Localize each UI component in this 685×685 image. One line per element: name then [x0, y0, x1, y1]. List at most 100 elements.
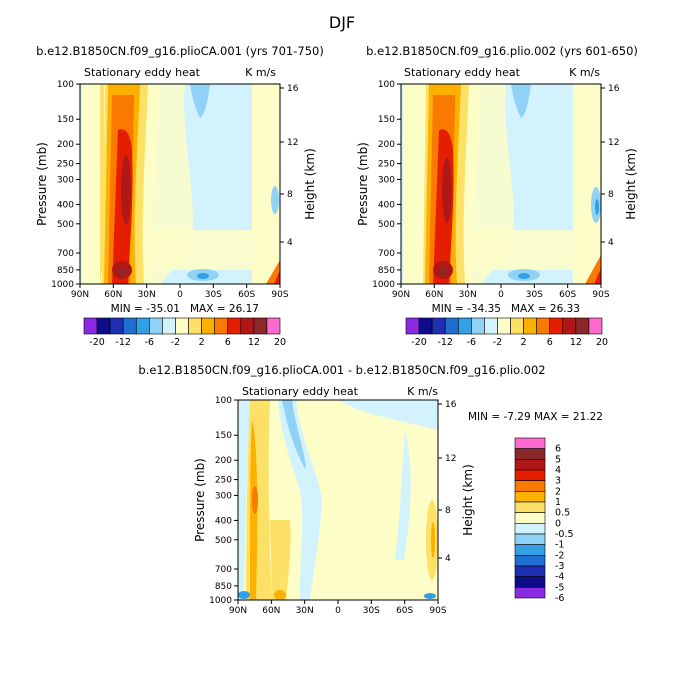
right-tick-label: 8 — [608, 190, 614, 200]
x-tick-label: 30N — [459, 290, 477, 300]
colorbar-label: 2 — [555, 486, 561, 497]
colorbar-swatch — [188, 317, 202, 335]
colorbar-swatch — [83, 317, 98, 335]
colorbar-label: -2 — [171, 337, 180, 348]
colorbar-label: 6 — [225, 337, 231, 348]
colorbar-swatch — [514, 565, 546, 577]
field-plot — [400, 83, 602, 285]
contour-fill — [118, 268, 126, 276]
x-tick-label: 90S — [271, 290, 288, 300]
contour-fill — [594, 268, 601, 284]
colorbar-swatch — [418, 317, 433, 335]
contour-fill — [340, 400, 438, 430]
panel-subtitle: Stationary eddy heat — [242, 385, 359, 398]
y-tick-label: 700 — [215, 565, 232, 575]
colorbar-swatch — [471, 317, 485, 335]
x-tick-label: 60S — [238, 290, 255, 300]
x-tick-label: 60N — [104, 290, 122, 300]
y-tick-label: 200 — [57, 140, 74, 150]
colorbar-label: 5 — [555, 454, 561, 465]
colorbar-label: 0.5 — [555, 508, 570, 519]
y-tick-label: 200 — [215, 456, 232, 466]
right-tick-label: 4 — [608, 238, 614, 248]
y-tick-label: 500 — [57, 220, 74, 230]
y-tick-label: 1000 — [51, 280, 74, 290]
colorbar-swatch — [266, 317, 281, 335]
y-tick-label: 100 — [378, 80, 395, 90]
x-tick-label: 30N — [138, 290, 156, 300]
contour-fill — [439, 268, 447, 276]
y-axis-title: Pressure (mb) — [193, 458, 207, 542]
colorbar-swatch — [536, 317, 551, 335]
max-label: MAX = 26.33 — [511, 303, 580, 315]
colorbar-swatch — [405, 317, 420, 335]
x-tick-label: 90S — [429, 606, 446, 616]
contour-fill — [395, 430, 411, 560]
panel-difference: b.e12.B1850CN.f09_g16.plioCA.001 - b.e12… — [138, 363, 603, 601]
x-tick-label: 90N — [229, 606, 247, 616]
contour-fill — [274, 270, 280, 284]
y-tick-label: 100 — [57, 80, 74, 90]
field-plot — [79, 83, 281, 285]
max-label: MAX = 26.17 — [190, 303, 259, 315]
right-tick-label: 8 — [287, 190, 293, 200]
colorbar-swatch — [149, 317, 163, 335]
colorbar-label: -2 — [555, 550, 564, 561]
panel-title: b.e12.B1850CN.f09_g16.plioCA.001 (yrs 70… — [36, 44, 324, 58]
right-tick-label: 16 — [287, 84, 299, 94]
y-tick-label: 300 — [378, 175, 395, 185]
colorbar-swatch — [514, 587, 546, 599]
contour-fill — [270, 520, 291, 600]
x-tick-label: 30S — [526, 290, 543, 300]
right-axis-title: Height (km) — [461, 464, 475, 535]
colorbar-label: 2 — [521, 337, 527, 348]
colorbar-label: 12 — [248, 337, 260, 348]
x-tick-label: 60N — [425, 290, 443, 300]
right-tick-label: 4 — [445, 554, 451, 564]
colorbar-swatch — [162, 317, 176, 335]
contour-fill — [282, 400, 306, 470]
contour-fill — [431, 522, 435, 558]
colorbar-label: -12 — [115, 337, 131, 348]
colorbar-swatch — [175, 317, 189, 335]
contour-fill — [403, 84, 425, 284]
contour-fill — [424, 593, 436, 599]
panel-title: b.e12.B1850CN.f09_g16.plioCA.001 - b.e12… — [138, 363, 545, 377]
right-tick-label: 12 — [445, 454, 456, 464]
colorbar-label: 4 — [555, 465, 561, 476]
right-tick-label: 16 — [608, 84, 620, 94]
contour-fill — [518, 273, 530, 279]
right-axis-title: Height (km) — [303, 148, 317, 219]
panel-units: K m/s — [245, 66, 276, 79]
colorbar-swatch — [514, 523, 546, 535]
y-tick-label: 500 — [215, 536, 232, 546]
colorbar-label: 20 — [596, 337, 608, 348]
colorbar-swatch — [431, 317, 446, 335]
panel-units: K m/s — [407, 385, 438, 398]
panel-subtitle: Stationary eddy heat — [84, 66, 201, 79]
x-tick-label: 30N — [296, 606, 314, 616]
y-tick-label: 250 — [57, 160, 74, 170]
right-tick-label: 4 — [287, 238, 293, 248]
y-tick-label: 150 — [57, 115, 74, 125]
panel-subtitle: Stationary eddy heat — [404, 66, 521, 79]
x-tick-label: 30S — [363, 606, 380, 616]
y-axis-title: Pressure (mb) — [35, 142, 49, 226]
x-tick-label: 60S — [396, 606, 413, 616]
colorbar-label: -6 — [467, 337, 476, 348]
x-tick-label: 0 — [498, 290, 504, 300]
x-tick-label: 0 — [335, 606, 341, 616]
colorbar-swatch — [514, 437, 546, 449]
y-tick-label: 300 — [57, 175, 74, 185]
colorbar-label: -6 — [145, 337, 154, 348]
colorbar-label: 20 — [274, 337, 286, 348]
colorbar-swatch — [523, 317, 537, 335]
colorbar-swatch — [122, 317, 137, 335]
min-max-label: MIN = -7.29 MAX = 21.22 — [468, 411, 603, 423]
y-tick-label: 500 — [378, 220, 395, 230]
colorbar-swatch — [240, 317, 255, 335]
colorbar-swatch — [514, 459, 546, 471]
y-tick-label: 250 — [378, 160, 395, 170]
contour-fill — [246, 400, 272, 600]
colorbar-label: 6 — [555, 444, 561, 455]
